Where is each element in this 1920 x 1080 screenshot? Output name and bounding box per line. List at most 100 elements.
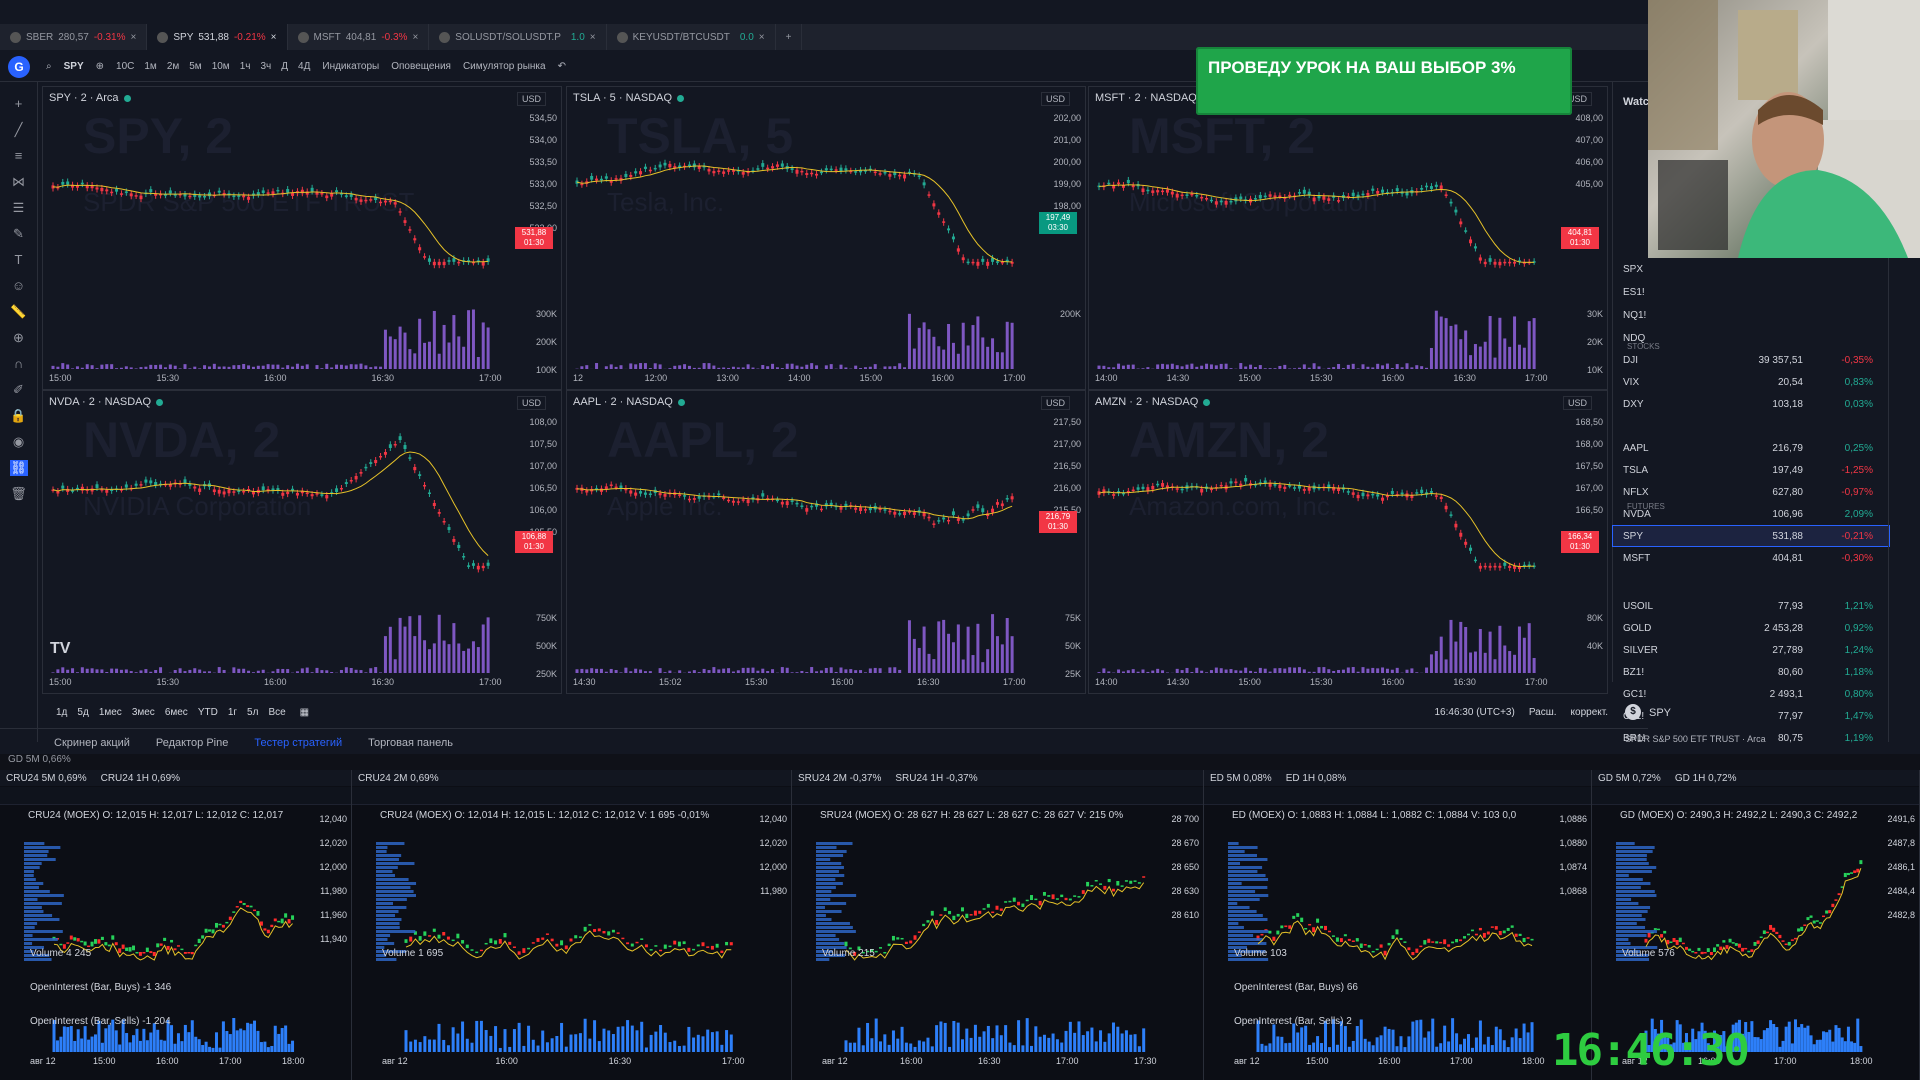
add-symbol-icon[interactable]: ⊕ — [95, 61, 105, 72]
emoji-icon[interactable]: ☺ — [11, 278, 26, 293]
lock-drawing-icon[interactable]: ✐ — [13, 382, 24, 397]
watchlist-row[interactable]: VIX 20,54 0,83% — [1613, 372, 1889, 392]
interval-button[interactable]: 10м — [211, 61, 230, 72]
watchlist-row[interactable]: NDQ — [1613, 328, 1889, 348]
watchlist-row[interactable]: TSLA 197,49 -1,25% — [1613, 460, 1889, 480]
range-button[interactable]: 5д — [77, 706, 89, 718]
close-tab-icon[interactable]: × — [270, 31, 277, 43]
price-axis[interactable]: 408,00 407,00 406,00 405,00 30K 20K 10K — [1559, 105, 1607, 375]
watchlist-row[interactable]: DJI 39 357,51 -0,35% — [1613, 350, 1889, 370]
panel-tab[interactable]: CRU24 5M 0,69% — [6, 772, 87, 784]
chart-panel[interactable]: SPY, 2 SPDR S&P 500 ETF TRUST SPY · 2 · Ar… — [42, 86, 562, 390]
panel-tab[interactable]: ED 5M 0,08% — [1210, 772, 1272, 784]
undo-icon[interactable]: ↶ — [557, 61, 566, 72]
moex-chart-panel[interactable]: GD 5M 0,72% GD 1H 0,72% GD (MOEX) O: 2490,… — [1592, 770, 1920, 1080]
watchlist-row[interactable]: SILVER 27,789 1,24% — [1613, 640, 1889, 660]
panel-tab[interactable]: GD 1H 0,72% — [1674, 772, 1737, 784]
interval-button[interactable]: 3ч — [260, 61, 272, 72]
moex-price-chart[interactable] — [1616, 822, 1884, 1072]
panel-tab[interactable]: CRU24 1H 0,69% — [100, 772, 181, 784]
range-button[interactable]: Все — [268, 706, 286, 718]
currency-button[interactable]: USD — [1041, 396, 1071, 410]
chart-symbol-title[interactable]: TSLA · 5 · NASDAQ — [573, 92, 673, 104]
calendar-icon[interactable]: ▦ — [299, 706, 310, 718]
range-button[interactable]: 1д — [56, 706, 68, 718]
price-axis[interactable]: 168,50 168,00 167,50 167,00 166,50 80K 40K — [1559, 409, 1607, 673]
price-chart[interactable] — [567, 87, 1037, 369]
watchlist-row[interactable]: GOLD 2 453,28 0,92% — [1613, 618, 1889, 638]
chart-symbol-title[interactable]: NVDA · 2 · NASDAQ — [49, 396, 152, 408]
close-tab-icon[interactable]: × — [589, 31, 596, 43]
chart-panel[interactable]: AMZN, 2 Amazon.com, Inc. AMZN · 2 · NASDAQ… — [1088, 390, 1608, 694]
price-axis[interactable]: 1,0886 1,0880 1,0874 1,0868 — [1540, 810, 1590, 1010]
zoom-icon[interactable]: ⊕ — [13, 330, 24, 345]
watchlist-row[interactable]: AAPL 216,79 0,25% — [1613, 438, 1889, 458]
bottom-tab[interactable]: Тестер стратегий — [254, 736, 343, 749]
price-chart[interactable] — [1089, 391, 1559, 673]
market-simulator-button[interactable]: Симулятор рынка — [462, 61, 546, 72]
watchlist-row[interactable]: NFLX 627,80 -0,97% — [1613, 482, 1889, 502]
bottom-tab[interactable]: Редактор Pine — [155, 736, 229, 749]
interval-button[interactable]: 4Д — [298, 61, 311, 72]
adjust-toggle[interactable]: коррект. — [1570, 706, 1608, 718]
price-chart[interactable] — [1089, 87, 1559, 369]
panel-tab[interactable]: CRU24 2M 0,69% — [358, 772, 439, 784]
moex-chart-panel[interactable]: CRU24 5M 0,69% CRU24 1H 0,69% CRU24 (MOEX)… — [0, 770, 352, 1080]
magnet-icon[interactable]: ∩ — [13, 356, 24, 371]
moex-chart-panel[interactable]: CRU24 2M 0,69% CRU24 (MOEX) O: 12,014 H: … — [352, 770, 792, 1080]
currency-button[interactable]: USD — [1563, 396, 1593, 410]
close-tab-icon[interactable]: × — [758, 31, 765, 43]
trash-icon[interactable]: 🗑 — [10, 486, 27, 501]
watchlist-header[interactable]: Watch — [1623, 96, 1656, 108]
currency-button[interactable]: USD — [1041, 92, 1071, 106]
watchlist-row[interactable]: GC1! 2 493,1 0,80% — [1613, 684, 1889, 704]
interval-button[interactable]: 1ч — [239, 61, 251, 72]
currency-button[interactable]: USD — [517, 396, 547, 410]
chart-symbol-title[interactable]: MSFT · 2 · NASDAQ — [1095, 92, 1197, 104]
currency-button[interactable]: USD — [517, 92, 547, 106]
close-tab-icon[interactable]: × — [412, 31, 419, 43]
watchlist-row[interactable]: BR1! 80,75 1,19% — [1613, 728, 1889, 748]
price-axis[interactable]: 217,50 217,00 216,50 216,00 215,50 75K 50K 25K — [1037, 409, 1085, 679]
panel-tab[interactable]: GD 5M 0,72% — [1598, 772, 1661, 784]
new-tab-icon[interactable]: + — [776, 24, 803, 50]
time-axis[interactable]: 14:30 15:02 15:30 16:00 16:30 17:00 — [567, 677, 1037, 689]
interval-button[interactable]: Д — [281, 61, 289, 72]
horizontal-lines-icon[interactable]: ≡ — [14, 148, 23, 163]
interval-button[interactable]: 10С — [116, 61, 135, 72]
moex-chart-panel[interactable]: SRU24 2M -0,37% SRU24 1H -0,37% SRU24 (MOE… — [792, 770, 1204, 1080]
price-chart[interactable] — [43, 87, 513, 369]
chart-symbol-title[interactable]: SPY · 2 · Arca — [49, 92, 119, 104]
watchlist-row[interactable]: MSFT 404,81 -0,30% — [1613, 548, 1889, 568]
interval-button[interactable]: 2м — [166, 61, 180, 72]
watchlist-row[interactable]: NQ1! — [1613, 305, 1889, 325]
panel-tab[interactable]: ED 1H 0,08% — [1285, 772, 1347, 784]
range-button[interactable]: 1г — [227, 706, 238, 718]
logo-icon[interactable]: G — [8, 56, 30, 78]
bottom-tab[interactable]: Торговая панель — [368, 736, 454, 749]
price-axis[interactable]: 202,00 201,00 200,00 199,00 198,00 200K — [1037, 105, 1085, 369]
time-axis[interactable]: 14:00 14:30 15:00 15:30 16:00 16:30 17:00 — [1089, 373, 1559, 385]
interval-button[interactable]: 1м — [144, 61, 157, 72]
time-axis[interactable]: 14:00 14:30 15:00 15:30 16:00 16:30 17:00 — [1089, 677, 1559, 689]
panel-tab[interactable]: SRU24 1H -0,37% — [895, 772, 978, 784]
trendline-icon[interactable]: ╱ — [14, 122, 23, 137]
bottom-tab[interactable]: Скринер акций — [54, 736, 130, 749]
watchlist-row[interactable]: ES1! — [1613, 282, 1889, 302]
price-axis[interactable]: 28 700 28 670 28 650 28 630 28 610 — [1152, 810, 1202, 1010]
moex-price-chart[interactable] — [376, 822, 756, 1072]
symbol-tab[interactable]: SPY 531,88 -0.21% × — [147, 24, 288, 50]
eye-icon[interactable]: ◉ — [12, 434, 25, 449]
range-button[interactable]: 5л — [247, 706, 259, 718]
ruler-icon[interactable]: 📏 — [10, 304, 27, 319]
symbol-tab[interactable]: KEYUSDT/BTCUSDT 0.0 × — [607, 24, 776, 50]
watchlist-row[interactable]: DXY 103,18 0,03% — [1613, 394, 1889, 414]
footer-symbol[interactable]: SPY — [1649, 707, 1672, 719]
crosshair-icon[interactable]: + — [14, 96, 23, 111]
chart-symbol-title[interactable]: AAPL · 2 · NASDAQ — [573, 396, 673, 408]
extended-hours-toggle[interactable]: Расш. — [1528, 706, 1557, 718]
price-chart[interactable] — [567, 391, 1037, 673]
moex-price-chart[interactable] — [24, 822, 316, 1072]
watchlist-row[interactable]: BZ1! 80,60 1,18% — [1613, 662, 1889, 682]
watchlist-row[interactable]: USOIL 77,93 1,21% — [1613, 596, 1889, 616]
